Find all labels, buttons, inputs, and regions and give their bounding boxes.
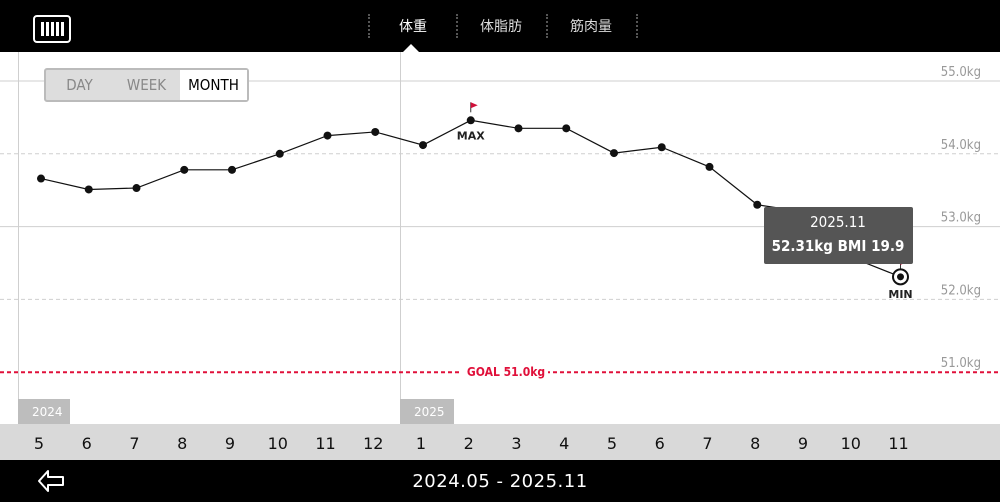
app-logo-icon[interactable]: [33, 15, 71, 43]
tab-muscle-mass[interactable]: 筋肉量: [570, 19, 612, 35]
tooltip-value: 52.31kg BMI 19.9: [772, 237, 905, 255]
month-label: 11: [315, 434, 336, 453]
data-point: [705, 162, 714, 171]
y-tick-label: 55.0kg: [941, 65, 981, 80]
tooltip-date: 2025.11: [810, 213, 866, 231]
data-point: [132, 184, 141, 193]
month-label: 10: [840, 434, 861, 453]
top-bar: 体重 体脂肪 筋肉量: [0, 0, 1000, 52]
tab-separator: [546, 14, 548, 38]
tab-separator: [456, 14, 458, 38]
data-point: [657, 143, 666, 152]
y-tick-label: 53.0kg: [941, 211, 981, 226]
month-label: 8: [177, 434, 188, 453]
tooltip-background: [764, 207, 913, 264]
month-label: 11: [888, 434, 909, 453]
month-label: 8: [750, 434, 761, 453]
week-button[interactable]: WEEK: [126, 76, 167, 94]
tab-body-fat[interactable]: 体脂肪: [480, 19, 522, 35]
y-tick-label: 54.0kg: [941, 138, 981, 153]
goal-label: GOAL 51.0kg: [467, 365, 545, 379]
period-segmented-control: DAY WEEK MONTH: [44, 68, 249, 102]
month-label: 1: [415, 434, 427, 453]
year-tag-2024: 2024: [18, 399, 70, 424]
year-tag-2025: 2025: [400, 399, 454, 424]
month-label: 5: [33, 434, 45, 453]
month-label: 5: [606, 434, 618, 453]
data-point: [84, 185, 93, 194]
selected-point: [897, 273, 904, 281]
goal-label-background: [462, 363, 548, 382]
max-label: MAX: [457, 129, 485, 142]
month-label: 6: [81, 434, 92, 453]
data-point: [753, 200, 762, 209]
month-label: 12: [363, 434, 384, 453]
month-label: 7: [129, 434, 140, 453]
month-label: 7: [702, 434, 713, 453]
date-range: 2024.05 - 2025.11: [412, 470, 588, 492]
y-tick-label: 52.0kg: [941, 283, 981, 298]
weight-line-chart[interactable]: 55.0kg 54.0kg 53.0kg 52.0kg 51.0kg GOAL 51.0…: [0, 52, 1000, 424]
data-point: [37, 174, 45, 183]
month-label: 4: [559, 434, 570, 453]
y-tick-labels: 55.0kg 54.0kg 53.0kg 52.0kg 51.0kg: [941, 65, 981, 371]
tab-weight[interactable]: 体重: [399, 19, 427, 35]
month-label: 9: [797, 434, 809, 453]
data-point: [562, 124, 571, 133]
y-tick-label: 51.0kg: [941, 356, 981, 371]
month-label: 10: [267, 434, 288, 453]
data-point: [466, 116, 475, 125]
active-tab-indicator: [403, 44, 419, 52]
max-flag-icon: [470, 102, 478, 109]
data-point: [371, 127, 380, 136]
month-axis: 5 6 7 8 9 10 11 12 1 2 3 4 5 6 7 8 9 10 11: [0, 424, 1000, 460]
day-button[interactable]: DAY: [66, 76, 93, 94]
marker-layer: MAX MIN: [457, 102, 913, 301]
data-point: [610, 149, 618, 158]
month-label: 2: [463, 434, 474, 453]
data-point: [419, 141, 427, 150]
month-label: 3: [511, 434, 522, 453]
month-label: 6: [654, 434, 665, 453]
data-point: [275, 149, 284, 158]
min-label: MIN: [888, 288, 912, 301]
grid-layer: [0, 52, 1000, 424]
data-point: [228, 165, 236, 174]
bottom-bar: 2024.05 - 2025.11: [0, 460, 1000, 502]
month-button[interactable]: MONTH: [180, 70, 247, 100]
goal-layer: GOAL 51.0kg: [0, 363, 1000, 382]
tooltip: 2025.11 52.31kg BMI 19.9: [764, 207, 913, 264]
tab-separator: [636, 14, 638, 38]
data-point: [180, 165, 189, 174]
data-point: [323, 131, 332, 140]
data-point: [514, 124, 523, 133]
back-arrow-icon[interactable]: [36, 468, 66, 494]
series-points-layer: [37, 116, 857, 262]
month-label: 9: [224, 434, 236, 453]
tab-separator: [368, 14, 370, 38]
